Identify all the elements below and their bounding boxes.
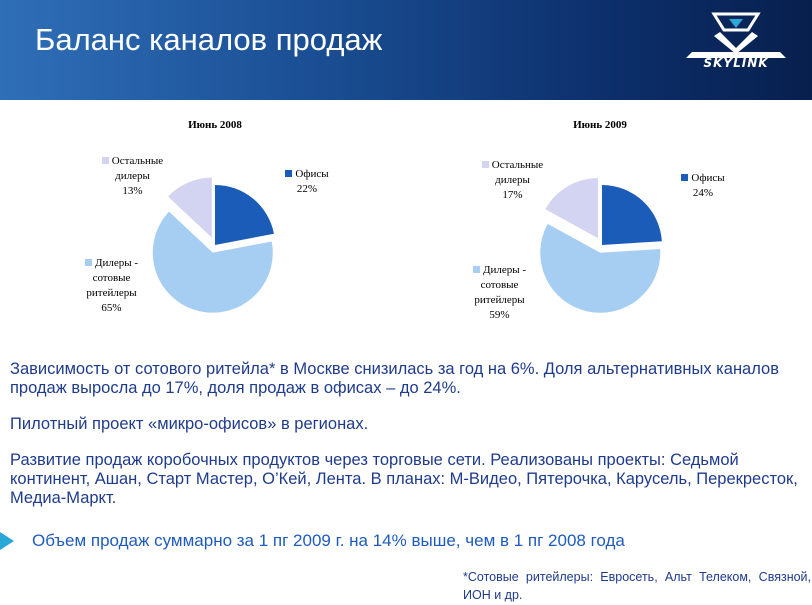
arrow-bullet-icon (0, 532, 14, 550)
label-dealers-name: Дилеры - (94, 257, 139, 269)
label-dealers-2009: Дилеры - сотовые ритейлеры 59% (452, 263, 547, 323)
label-dealers-name: Дилеры - (482, 264, 527, 276)
legend-swatch-others (101, 157, 109, 164)
pie-chart-2008: Июнь 2008 Офисы 22% Остальные дилеры 13%… (40, 110, 440, 340)
pie-chart-2008-svg (152, 177, 274, 313)
slide-title: Баланс каналов продаж (35, 22, 383, 57)
pie-2008-slice-2 (168, 177, 212, 238)
label-offices-value: 24% (692, 187, 714, 199)
legend-swatch-others (481, 161, 489, 168)
label-others-line2: дилеры (115, 170, 150, 182)
label-offices-2008: Офисы 22% (272, 167, 342, 197)
pie-chart-2009: Июнь 2009 Офисы 24% Остальные дилеры 17%… (410, 110, 810, 340)
skylink-logo-icon (686, 12, 786, 58)
legend-swatch-dealers (84, 259, 92, 266)
label-others-2008: Остальные дилеры 13% (85, 154, 180, 199)
label-others-value: 13% (122, 185, 143, 197)
footnote: *Сотовые ритейлеры: Евросеть, Альт Телек… (463, 570, 811, 602)
pie-2009-slice-2 (545, 178, 598, 239)
label-offices-name: Офисы (691, 172, 725, 184)
chart-title-2008: Июнь 2008 (188, 119, 242, 131)
label-offices-value: 22% (296, 183, 318, 195)
label-dealers-value: 65% (101, 302, 122, 314)
label-dealers-line2: сотовые (92, 272, 131, 284)
pie-2008-slice-0 (215, 185, 274, 245)
legend-swatch-dealers (472, 266, 480, 273)
body-paragraph-pilot: Пилотный проект «микро-офисов» в региона… (10, 415, 369, 433)
pie-2009-slice-0 (602, 185, 662, 245)
chart-title-2009: Июнь 2009 (573, 119, 627, 131)
pie-2009-slice-1 (540, 223, 661, 313)
label-dealers-line3: ритейлеры (86, 287, 137, 299)
label-offices-2009: Офисы 24% (668, 171, 738, 201)
highlight-statement: Объем продаж суммарно за 1 пг 2009 г. на… (32, 531, 625, 550)
logo-text: SKYLINK (703, 56, 769, 70)
slide-header: Баланс каналов продаж SKYLINK (0, 0, 812, 100)
label-offices-name: Офисы (295, 168, 329, 180)
pie-2008-slice-1 (152, 211, 273, 313)
legend-swatch-offices (681, 174, 689, 181)
label-dealers-line2: сотовые (480, 279, 519, 291)
label-others-line2: дилеры (495, 174, 530, 186)
body-paragraph-dependency: Зависимость от сотового ритейла* в Москв… (10, 360, 779, 397)
label-others-name: Остальные (491, 159, 544, 171)
label-others-2009: Остальные дилеры 17% (465, 158, 560, 203)
legend-swatch-offices (285, 170, 293, 177)
label-dealers-line3: ритейлеры (474, 294, 525, 306)
label-dealers-2008: Дилеры - сотовые ритейлеры 65% (64, 256, 159, 316)
label-dealers-value: 59% (489, 309, 510, 321)
label-others-value: 17% (502, 189, 523, 201)
label-others-name: Остальные (111, 155, 164, 167)
body-paragraph-retail: Развитие продаж коробочных продуктов чер… (10, 451, 798, 507)
pie-chart-2009-svg (540, 178, 662, 313)
